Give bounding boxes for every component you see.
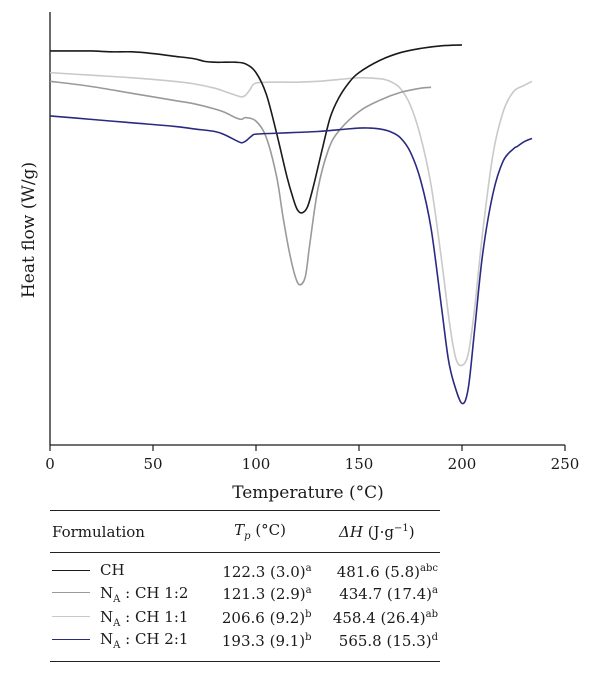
x-tick-label: 150 xyxy=(345,455,374,473)
legend-dh-sup: abc xyxy=(420,562,438,574)
header-dh-unit: (J·g xyxy=(362,522,394,541)
legend-formulation-cell: NA : CH 1:1 xyxy=(50,606,207,630)
legend-header-row: Formulation Tp (°C) ΔH (J·g−1) xyxy=(50,510,440,553)
legend-row-na-ch-2-1: NA : CH 2:1 193.3 (9.1)b 565.8 (15.3)d xyxy=(50,630,440,662)
series-line-na-ch-2-1 xyxy=(49,115,533,405)
legend-formulation-cell: CH xyxy=(50,553,207,583)
legend-dh-value: 458.4 (26.4) xyxy=(332,609,426,627)
legend-dh-cell: 565.8 (15.3)d xyxy=(313,630,440,662)
legend-dh-sup: ab xyxy=(425,609,438,620)
legend-swatch xyxy=(52,569,90,571)
legend-dh-cell: 458.4 (26.4)ab xyxy=(314,606,440,630)
legend-formulation-cell: NA : CH 1:2 xyxy=(50,582,207,606)
legend-tp-cell: 206.6 (9.2)b xyxy=(207,606,314,630)
legend-tp-value: 193.3 (9.1) xyxy=(221,631,306,650)
legend-tp-sup: a xyxy=(305,585,312,596)
legend-table: Formulation Tp (°C) ΔH (J·g−1) CH 122.3 … xyxy=(50,510,440,662)
axes: 0 50 100 150 200 250 xyxy=(45,12,579,473)
legend-tp-sup: a xyxy=(305,562,312,574)
legend-name-rest: : CH 1:2 xyxy=(120,583,189,602)
legend-swatch xyxy=(52,616,90,617)
series-line-na-ch-1-1 xyxy=(49,71,533,367)
legend-dh-sup: d xyxy=(431,631,438,643)
legend-name: CH xyxy=(100,561,125,579)
legend-dh-cell: 434.7 (17.4)a xyxy=(314,582,440,606)
legend-row-na-ch-1-2: NA : CH 1:2 121.3 (2.9)a 434.7 (17.4)a xyxy=(50,582,440,606)
x-tick-label: 250 xyxy=(551,455,580,473)
legend-tp-value: 122.3 (3.0) xyxy=(222,562,306,581)
y-axis-title: Heat flow (W/g) xyxy=(19,162,39,298)
legend-formulation-cell: NA : CH 2:1 xyxy=(50,630,207,662)
legend-name-sub: A xyxy=(113,593,121,605)
legend-swatch xyxy=(52,592,90,593)
header-dh: ΔH (J·g−1) xyxy=(313,510,440,553)
x-tick-label: 0 xyxy=(45,455,55,473)
legend-dh-value: 481.6 (5.8) xyxy=(336,562,421,581)
legend-row-ch: CH 122.3 (3.0)a 481.6 (5.8)abc xyxy=(50,553,440,583)
legend-name-sub: A xyxy=(113,617,121,629)
legend-row-na-ch-1-1: NA : CH 1:1 206.6 (9.2)b 458.4 (26.4)ab xyxy=(50,606,440,630)
series-line-ch xyxy=(50,44,463,214)
header-dh-exp: −1 xyxy=(393,522,409,534)
legend-name: N xyxy=(100,607,114,626)
header-dh-symbol: ΔH xyxy=(339,522,363,541)
legend-swatch xyxy=(52,638,90,640)
legend-tp-sup: b xyxy=(305,609,312,620)
legend-dh-value: 434.7 (17.4) xyxy=(339,585,433,603)
header-dh-close: ) xyxy=(408,522,415,541)
legend-name-rest: : CH 1:1 xyxy=(120,607,189,626)
x-ticks: 0 50 100 150 200 250 xyxy=(45,445,579,473)
header-formulation: Formulation xyxy=(50,510,207,553)
legend-dh-value: 565.8 (15.3) xyxy=(338,631,432,650)
legend-name-rest: : CH 2:1 xyxy=(120,630,189,648)
header-tp-unit: (°C) xyxy=(250,521,287,539)
x-tick-label: 100 xyxy=(242,455,271,473)
legend-name-sub: A xyxy=(113,640,121,651)
legend-dh-cell: 481.6 (5.8)abc xyxy=(314,553,440,583)
header-tp-symbol: T xyxy=(234,521,245,539)
legend-tp-value: 206.6 (9.2) xyxy=(221,609,306,627)
header-tp-sub: p xyxy=(244,531,251,542)
x-tick-label: 50 xyxy=(143,455,162,473)
dsc-chart: 0 50 100 150 200 250 Temperature (°C) Heat fl… xyxy=(19,12,579,503)
legend-tp-cell: 121.3 (2.9)a xyxy=(207,582,314,606)
legend-name: N xyxy=(100,630,114,648)
x-tick-label: 200 xyxy=(448,455,477,473)
legend-dh-sup: a xyxy=(432,585,438,596)
legend-tp-value: 121.3 (2.9) xyxy=(222,585,306,603)
header-tp: Tp (°C) xyxy=(206,510,314,553)
legend-name: N xyxy=(100,583,114,602)
x-axis-title: Temperature (°C) xyxy=(232,483,384,503)
legend-tp-cell: 193.3 (9.1)b xyxy=(206,630,314,662)
legend-tp-sup: b xyxy=(305,631,312,643)
series-line-na-ch-1-2 xyxy=(49,80,432,286)
legend-tp-cell: 122.3 (3.0)a xyxy=(207,553,314,583)
series-layer xyxy=(49,44,533,405)
